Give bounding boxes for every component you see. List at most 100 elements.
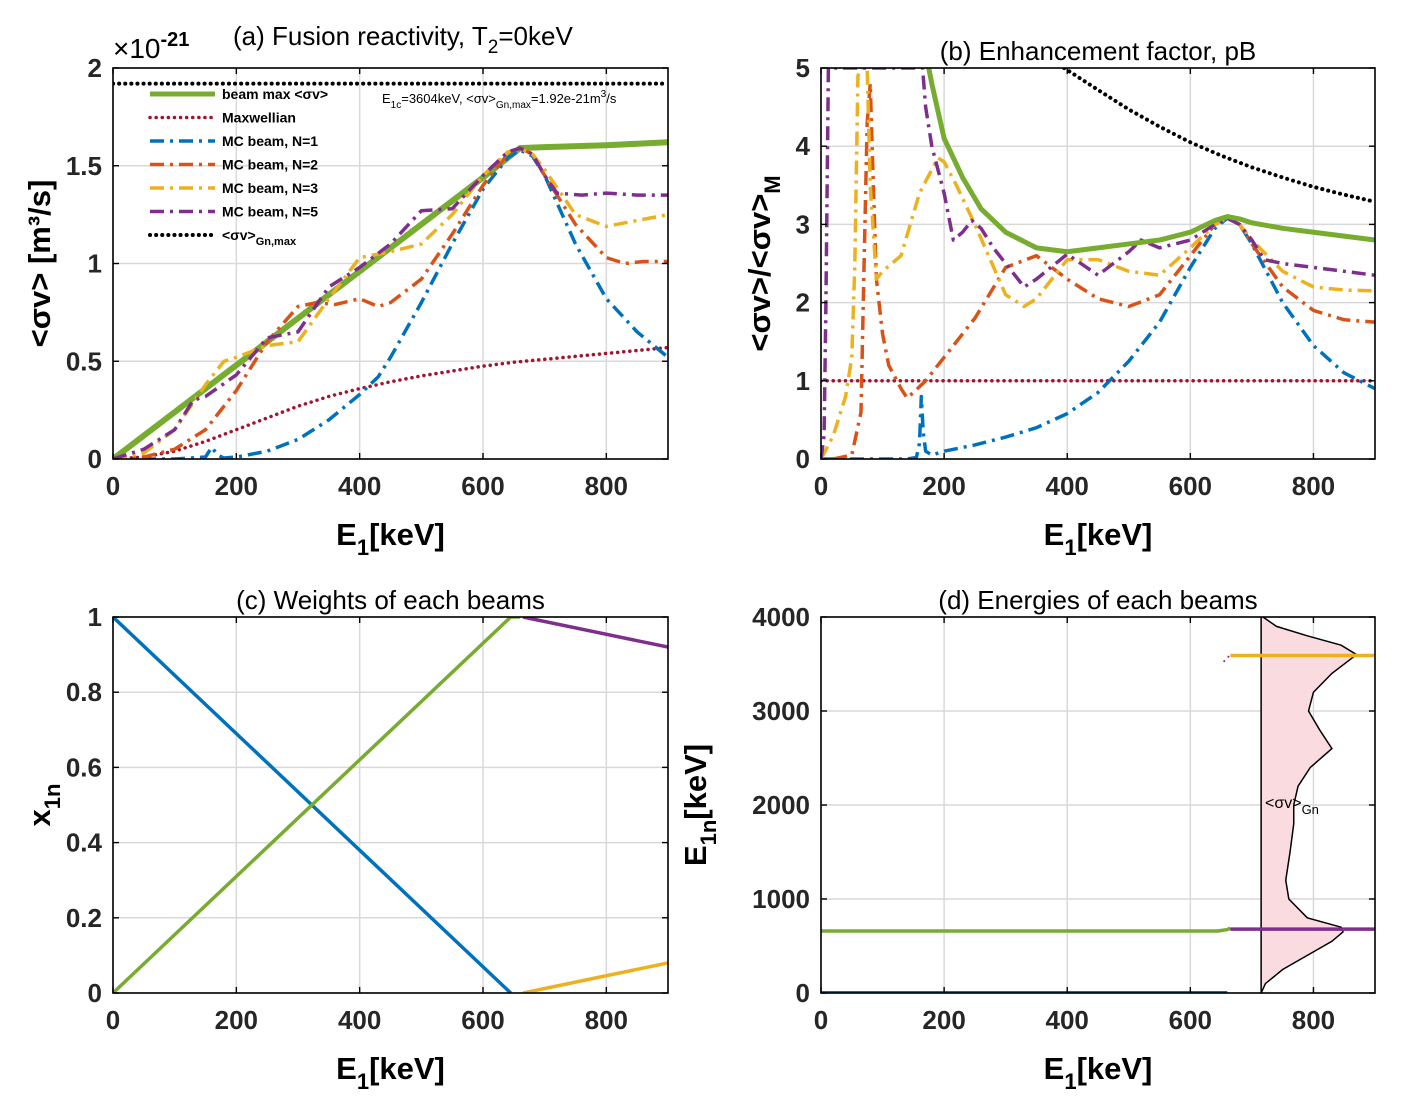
legend-label: beam max <σv> [222, 86, 328, 102]
y-tick-label: 0 [796, 978, 810, 1008]
y-tick-label: 1.5 [66, 151, 102, 181]
series-line-mc-beam-n-2 [113, 146, 668, 459]
text-span: 1n [40, 784, 65, 810]
x-tick-label: 0 [106, 1005, 120, 1035]
text-span: MC beam, N=1 [222, 133, 318, 149]
series-group [113, 617, 668, 993]
x-axis-label: E1[keV] [1044, 1051, 1153, 1094]
y-tick-label: 3000 [752, 696, 810, 726]
grid [112, 616, 668, 994]
text-span: 3 [601, 89, 607, 100]
x-tick-label: 800 [1292, 1005, 1335, 1035]
panel-b-enhancement-factor: 0 200 400 600 800 0 1 2 3 4 5 (b) Enhancement facto… [742, 36, 1376, 560]
x-tick-label: 800 [585, 1005, 628, 1035]
chart-title: (c) Weights of each beams [236, 585, 545, 615]
text-span: E [336, 1051, 357, 1086]
text-span: [keV] [678, 744, 713, 820]
series-line-yellow [522, 961, 668, 993]
legend-label: MC beam, N=5 [222, 204, 318, 220]
series-line-green [821, 926, 1232, 933]
x-tick-label: 200 [215, 471, 258, 501]
x-tick-label: 400 [1046, 1005, 1089, 1035]
series-line-purple-tail [1223, 653, 1232, 663]
inset-label: <σv>Gn [1265, 795, 1319, 817]
chart-title: (a) Fusion reactivity, T2=0keV [233, 21, 573, 58]
text-span: =0keV [498, 21, 573, 51]
chart-title: (b) Enhancement factor, pB [940, 36, 1257, 66]
text-span: MC beam, N=5 [222, 204, 318, 220]
x-tick-label: 0 [814, 471, 828, 501]
text-span: 1n [696, 820, 721, 846]
series-line-mc-beam-n-5 [821, 68, 1375, 459]
text-span: Gn [1302, 802, 1319, 817]
text-span: Gn,max [256, 236, 297, 248]
text-span: Gn,max [496, 100, 531, 111]
series-group [821, 653, 1375, 993]
legend-label: <σv>Gn,max [222, 227, 297, 248]
y-tick-label: 4 [796, 131, 811, 161]
text-span: [keV] [1077, 1051, 1153, 1086]
y-tick-label: 0.6 [66, 752, 102, 782]
text-span: E [1044, 1051, 1065, 1086]
y-tick-label: 1 [796, 366, 810, 396]
panel-c-weights: 0 200 400 600 800 0 0.2 0.4 0.6 0.8 1 (c) Weights o… [22, 585, 669, 1094]
series-line-mc-beam-n-5 [113, 146, 668, 459]
text-span: Maxwellian [222, 110, 296, 126]
text-span: <σv>/<σv> [742, 194, 777, 352]
text-span: E [336, 517, 357, 552]
text-span: 1 [1064, 535, 1076, 560]
exponent-label: ×10-21 [113, 29, 189, 64]
y-tick-label: 2000 [752, 790, 810, 820]
series-line-mc-beam-n-1 [821, 216, 1375, 459]
y-axis-label: <σv> [m³/s] [22, 180, 57, 348]
series-line-mc-beam-n-1 [113, 148, 668, 459]
grid [820, 67, 1375, 460]
text-span: =1.92e-21m [531, 91, 601, 106]
y-tick-label: 0 [88, 978, 102, 1008]
y-tick-label: 0 [88, 444, 102, 474]
text-span: 1 [1064, 1069, 1076, 1094]
series-line-maxwellian [113, 345, 668, 459]
axes-box [820, 67, 1376, 460]
text-span: =3604keV, <σv> [401, 91, 496, 106]
x-axis-label: E1[keV] [336, 1051, 445, 1094]
text-span: E [382, 91, 391, 106]
y-tick-label: 4000 [752, 602, 810, 632]
x-tick-label: 400 [1046, 471, 1089, 501]
chart-title: (d) Energies of each beams [938, 585, 1257, 615]
text-span: x [22, 808, 57, 826]
y-axis-label: x1n [22, 784, 65, 827]
text-span: 1c [391, 100, 402, 111]
y-tick-label: 0.4 [66, 828, 103, 858]
text-span: [keV] [1077, 517, 1153, 552]
panel-d-energies: 0 200 400 600 800 0 1000 2000 3000 4000 (d) Energi… [678, 585, 1376, 1094]
y-tick-label: 1 [88, 249, 102, 279]
x-tick-label: 200 [922, 1005, 965, 1035]
x-tick-label: 200 [922, 471, 965, 501]
x-axis-label: E1[keV] [1044, 517, 1153, 560]
text-span: <σv> [1265, 795, 1302, 812]
text-span: [keV] [369, 517, 445, 552]
text-span: <σv> [m³/s] [22, 180, 57, 348]
text-span: (a) Fusion reactivity, T [233, 21, 488, 51]
y-tick-label: 2 [796, 288, 810, 318]
text-span: M [760, 175, 785, 193]
x-tick-label: 600 [1169, 1005, 1212, 1035]
series-line-black-dotted [1062, 68, 1375, 204]
y-tick-label: 3 [796, 209, 810, 239]
x-tick-label: 800 [585, 471, 628, 501]
x-axis-label: E1[keV] [336, 517, 445, 560]
y-axis-label: E1n[keV] [678, 744, 721, 866]
text-span: MC beam, N=3 [222, 180, 318, 196]
legend: beam max <σv> Maxwellian MC beam, N=1 MC be… [148, 86, 328, 248]
text-span: 1 [357, 535, 369, 560]
y-tick-label: 5 [796, 53, 810, 83]
x-tick-label: 400 [338, 471, 381, 501]
x-tick-label: 600 [461, 471, 504, 501]
series-line-beam-max [926, 68, 1375, 255]
text-span: ×10 [113, 33, 161, 64]
text-span: beam max <σv> [222, 86, 328, 102]
annotation-text: E1c=3604keV, <σv>Gn,max=1.92e-21m3/s [382, 89, 617, 111]
panel-a-fusion-reactivity: 0 200 400 600 800 0 0.5 1 1.5 2 ×10-21 (a) Fusion r… [22, 21, 669, 560]
